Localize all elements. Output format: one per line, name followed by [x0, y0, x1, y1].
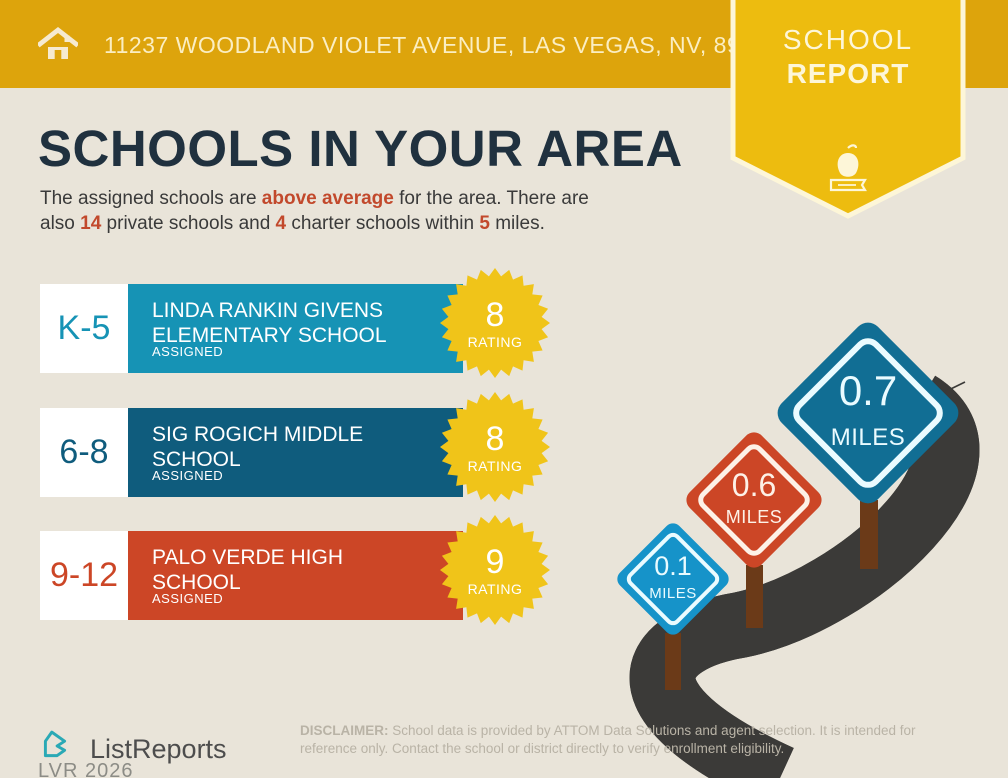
- svg-text:0.7: 0.7: [839, 367, 897, 414]
- svg-text:MILES: MILES: [831, 424, 906, 451]
- svg-text:0.6: 0.6: [732, 467, 776, 503]
- svg-text:MILES: MILES: [649, 585, 697, 602]
- svg-text:0.1: 0.1: [654, 551, 692, 581]
- svg-text:MILES: MILES: [726, 507, 783, 527]
